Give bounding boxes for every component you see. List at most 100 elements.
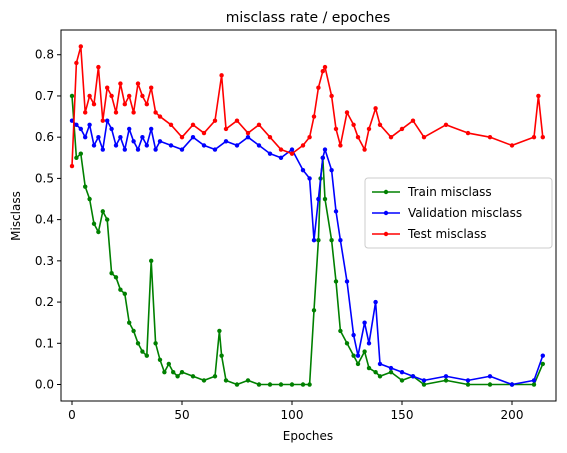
test-misclass-point xyxy=(388,134,394,140)
validation-misclass-point xyxy=(201,143,207,148)
test-misclass-point xyxy=(74,60,79,66)
train-misclass-point xyxy=(74,155,79,160)
validation-misclass-point xyxy=(373,299,378,305)
validation-misclass-point xyxy=(421,378,427,383)
train-misclass-point xyxy=(421,382,427,387)
validation-misclass-point xyxy=(122,147,128,152)
test-misclass-point xyxy=(289,151,295,156)
legend-label-test-misclass: Test misclass xyxy=(407,227,487,241)
validation-misclass-point xyxy=(234,143,240,148)
validation-misclass-point xyxy=(410,374,416,379)
train-misclass-point xyxy=(234,382,240,387)
validation-misclass-point xyxy=(316,196,321,202)
y-axis-label: Misclass xyxy=(9,191,23,241)
validation-misclass-point xyxy=(157,139,163,144)
y-tick-label: 0.4 xyxy=(35,213,54,227)
test-misclass-point xyxy=(91,102,97,107)
test-misclass-point xyxy=(362,147,367,152)
train-misclass-point xyxy=(278,382,284,387)
test-misclass-line xyxy=(71,45,544,167)
train-misclass-point xyxy=(83,184,88,189)
test-misclass-point xyxy=(168,122,174,128)
train-misclass-point xyxy=(127,320,132,325)
train-misclass-point xyxy=(540,361,545,367)
test-misclass-point xyxy=(245,130,251,136)
test-misclass-point xyxy=(540,134,545,140)
legend-label-train-misclass: Train misclass xyxy=(407,185,492,199)
series-layer xyxy=(69,44,545,387)
test-misclass-point xyxy=(100,118,106,123)
train-misclass-point xyxy=(190,374,196,379)
test-misclass-point xyxy=(149,85,154,90)
test-misclass-series xyxy=(69,44,545,169)
train-misclass-point xyxy=(179,369,185,375)
legend-marker-train-misclass xyxy=(383,189,389,195)
validation-misclass-point xyxy=(487,374,493,379)
validation-misclass-point xyxy=(144,143,149,148)
validation-misclass-point xyxy=(140,134,145,140)
train-misclass-point xyxy=(351,353,356,358)
y-tick-label: 0.0 xyxy=(35,378,54,392)
train-misclass-point xyxy=(113,275,119,280)
y-tick-label: 0.6 xyxy=(35,130,54,144)
test-misclass-point xyxy=(355,134,361,140)
train-misclass-point xyxy=(373,369,378,375)
y-tick-label: 0.7 xyxy=(35,89,54,103)
test-misclass-point xyxy=(135,81,141,86)
train-misclass-point xyxy=(201,378,207,383)
train-misclass-point xyxy=(355,361,361,367)
train-misclass-point xyxy=(223,378,229,383)
test-misclass-point xyxy=(509,143,515,148)
train-misclass-point xyxy=(100,209,106,214)
train-misclass-point xyxy=(69,93,75,99)
test-misclass-point xyxy=(87,93,92,99)
test-misclass-point xyxy=(344,110,350,115)
train-misclass-point xyxy=(531,382,537,387)
test-misclass-point xyxy=(333,126,339,132)
validation-misclass-point xyxy=(399,369,405,375)
train-misclass-point xyxy=(149,258,154,264)
train-misclass-point xyxy=(333,279,339,284)
train-misclass-point xyxy=(122,291,128,297)
test-misclass-point xyxy=(105,85,110,90)
validation-misclass-series xyxy=(69,118,545,387)
test-misclass-point xyxy=(320,69,325,74)
train-misclass-point xyxy=(256,382,262,387)
test-misclass-point xyxy=(179,134,185,140)
validation-misclass-point xyxy=(509,382,515,387)
train-misclass-point xyxy=(153,341,158,346)
test-misclass-point xyxy=(127,93,132,99)
validation-misclass-point xyxy=(278,155,284,160)
validation-misclass-point xyxy=(300,167,306,173)
train-misclass-point xyxy=(443,378,449,383)
x-tick-label: 0 xyxy=(68,408,76,422)
train-misclass-point xyxy=(162,369,167,375)
test-misclass-point xyxy=(316,85,321,90)
validation-misclass-point xyxy=(362,320,367,325)
validation-misclass-point xyxy=(179,147,185,152)
x-tick-label: 150 xyxy=(391,408,414,422)
train-misclass-point xyxy=(87,196,92,202)
test-misclass-point xyxy=(219,73,224,78)
validation-misclass-point xyxy=(135,147,141,152)
validation-misclass-point xyxy=(443,374,449,379)
validation-misclass-point xyxy=(377,361,383,367)
x-axis-label: Epoches xyxy=(283,429,333,443)
train-misclass-point xyxy=(157,357,163,362)
test-misclass-point xyxy=(212,118,218,123)
test-misclass-point xyxy=(223,126,229,132)
train-misclass-point xyxy=(105,217,110,222)
train-misclass-point xyxy=(316,238,321,243)
test-misclass-point xyxy=(536,93,541,99)
validation-misclass-point xyxy=(333,209,339,214)
legend-marker-validation-misclass xyxy=(383,210,389,216)
validation-misclass-point xyxy=(366,341,372,346)
train-misclass-point xyxy=(311,308,317,313)
validation-misclass-point xyxy=(329,167,334,173)
test-misclass-point xyxy=(421,134,427,140)
validation-misclass-point xyxy=(540,353,545,358)
test-misclass-point xyxy=(201,130,207,136)
validation-misclass-point xyxy=(267,151,273,156)
legend-marker-test-misclass xyxy=(383,231,389,237)
validation-misclass-point xyxy=(149,126,154,132)
